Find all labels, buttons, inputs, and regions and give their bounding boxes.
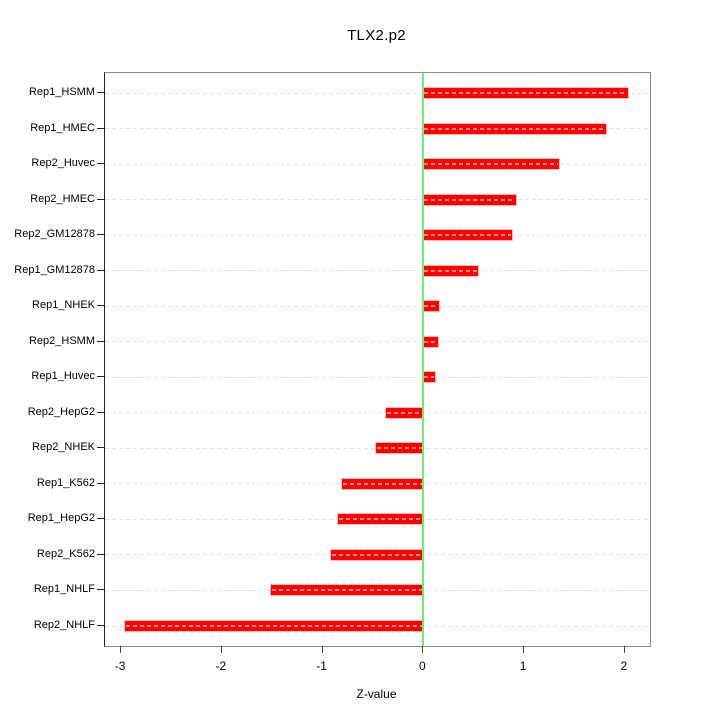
y-axis-label: Rep2_HepG2 — [27, 405, 95, 418]
bar-Rep2_NHLF — [125, 621, 424, 631]
y-tick-mark — [97, 340, 104, 342]
bar-dash-overlay — [126, 625, 423, 627]
y-tick-mark — [97, 553, 104, 555]
zero-line — [422, 73, 425, 646]
x-tick-mark — [321, 646, 323, 653]
y-axis-label: Rep2_K562 — [36, 547, 95, 560]
x-tick-label: 2 — [620, 659, 628, 673]
bar-Rep1_GM12878 — [423, 265, 478, 276]
bar-Rep1_HSMM — [423, 88, 628, 98]
y-tick-mark — [97, 163, 104, 165]
gridline — [105, 376, 650, 378]
y-tick-mark — [97, 305, 104, 307]
y-axis-label: Rep2_HSMM — [28, 334, 95, 347]
gridline — [105, 270, 650, 272]
bar-Rep2_HSMM — [423, 336, 439, 347]
bar-dash-overlay — [424, 127, 605, 130]
gridline — [105, 128, 650, 130]
bar-Rep1_NHEK — [423, 301, 440, 312]
x-tick-label: -1 — [316, 659, 327, 673]
bar-Rep2_HMEC — [423, 194, 516, 205]
y-axis-label: Rep1_HMEC — [30, 121, 95, 134]
bar-Rep2_Huvec — [423, 159, 560, 170]
bar-dash-overlay — [424, 163, 559, 166]
gridline — [105, 234, 650, 236]
gridline — [105, 412, 650, 414]
x-tick-mark — [120, 646, 122, 653]
bar-dash-overlay — [424, 92, 627, 94]
y-axis-label: Rep1_NHLF — [33, 583, 95, 596]
y-tick-mark — [97, 92, 104, 93]
bar-Rep1_NHLF — [271, 585, 424, 596]
bar-dash-overlay — [376, 447, 423, 450]
gridline — [105, 92, 650, 94]
y-axis-label: Rep2_HMEC — [30, 192, 95, 205]
y-tick-mark — [97, 589, 104, 591]
x-tick-mark — [422, 646, 424, 653]
x-tick-label: 1 — [519, 659, 527, 673]
bar-Rep1_Huvec — [423, 372, 436, 383]
bar-dash-overlay — [424, 340, 438, 343]
bar-dash-overlay — [424, 269, 477, 272]
y-tick-mark — [97, 376, 104, 378]
x-axis-label: Z-value — [356, 687, 397, 701]
bar-Rep2_HepG2 — [386, 407, 424, 418]
bar-Rep2_NHEK — [375, 443, 424, 454]
bar-Rep1_HepG2 — [337, 514, 424, 525]
chart-title: TLX2.p2 — [347, 27, 406, 44]
y-tick-mark — [97, 127, 104, 129]
y-axis-label: Rep1_HepG2 — [27, 512, 95, 525]
bar-Rep1_HMEC — [423, 123, 606, 134]
y-tick-mark — [97, 198, 104, 200]
y-axis-label: Rep2_GM12878 — [14, 228, 95, 241]
y-axis-label: Rep1_GM12878 — [14, 263, 95, 276]
bar-Rep2_K562 — [330, 549, 424, 560]
gridline — [105, 341, 650, 343]
bar-dash-overlay — [424, 305, 439, 308]
bar-dash-overlay — [338, 518, 423, 521]
bar-Rep1_K562 — [341, 478, 424, 489]
bar-dash-overlay — [424, 234, 511, 237]
y-axis-label: Rep2_Huvec — [31, 157, 95, 170]
y-tick-mark — [97, 482, 104, 484]
x-tick-mark — [623, 646, 625, 653]
bar-Rep2_GM12878 — [423, 230, 512, 241]
y-tick-mark — [97, 269, 104, 271]
y-axis-label: Rep1_HSMM — [28, 86, 95, 98]
gridline — [105, 305, 650, 307]
y-axis-label: Rep1_Huvec — [31, 370, 95, 383]
plot-area — [104, 72, 651, 647]
y-axis-label: Rep1_NHEK — [32, 299, 95, 312]
x-tick-label: 0 — [418, 659, 426, 673]
bar-dash-overlay — [424, 376, 435, 379]
y-axis-label: Rep2_NHLF — [33, 619, 95, 631]
gridline — [105, 199, 650, 201]
y-tick-mark — [97, 518, 104, 520]
x-tick-mark — [523, 646, 525, 653]
y-tick-mark — [97, 447, 104, 449]
bar-dash-overlay — [342, 482, 423, 485]
y-tick-mark — [97, 411, 104, 413]
x-tick-label: -3 — [114, 659, 126, 673]
bar-dash-overlay — [272, 589, 423, 592]
y-axis-label: Rep2_NHEK — [32, 441, 95, 454]
y-tick-mark — [97, 234, 104, 236]
bar-dash-overlay — [331, 553, 423, 556]
y-axis-label: Rep1_K562 — [36, 476, 95, 489]
bar-dash-overlay — [424, 198, 515, 201]
gridline — [105, 163, 650, 165]
y-tick-mark — [97, 625, 104, 626]
x-tick-mark — [220, 646, 222, 653]
x-tick-label: -2 — [215, 659, 227, 673]
bar-dash-overlay — [387, 411, 423, 414]
